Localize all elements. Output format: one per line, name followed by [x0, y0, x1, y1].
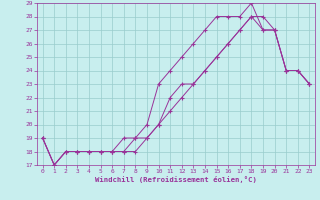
X-axis label: Windchill (Refroidissement éolien,°C): Windchill (Refroidissement éolien,°C) [95, 176, 257, 183]
